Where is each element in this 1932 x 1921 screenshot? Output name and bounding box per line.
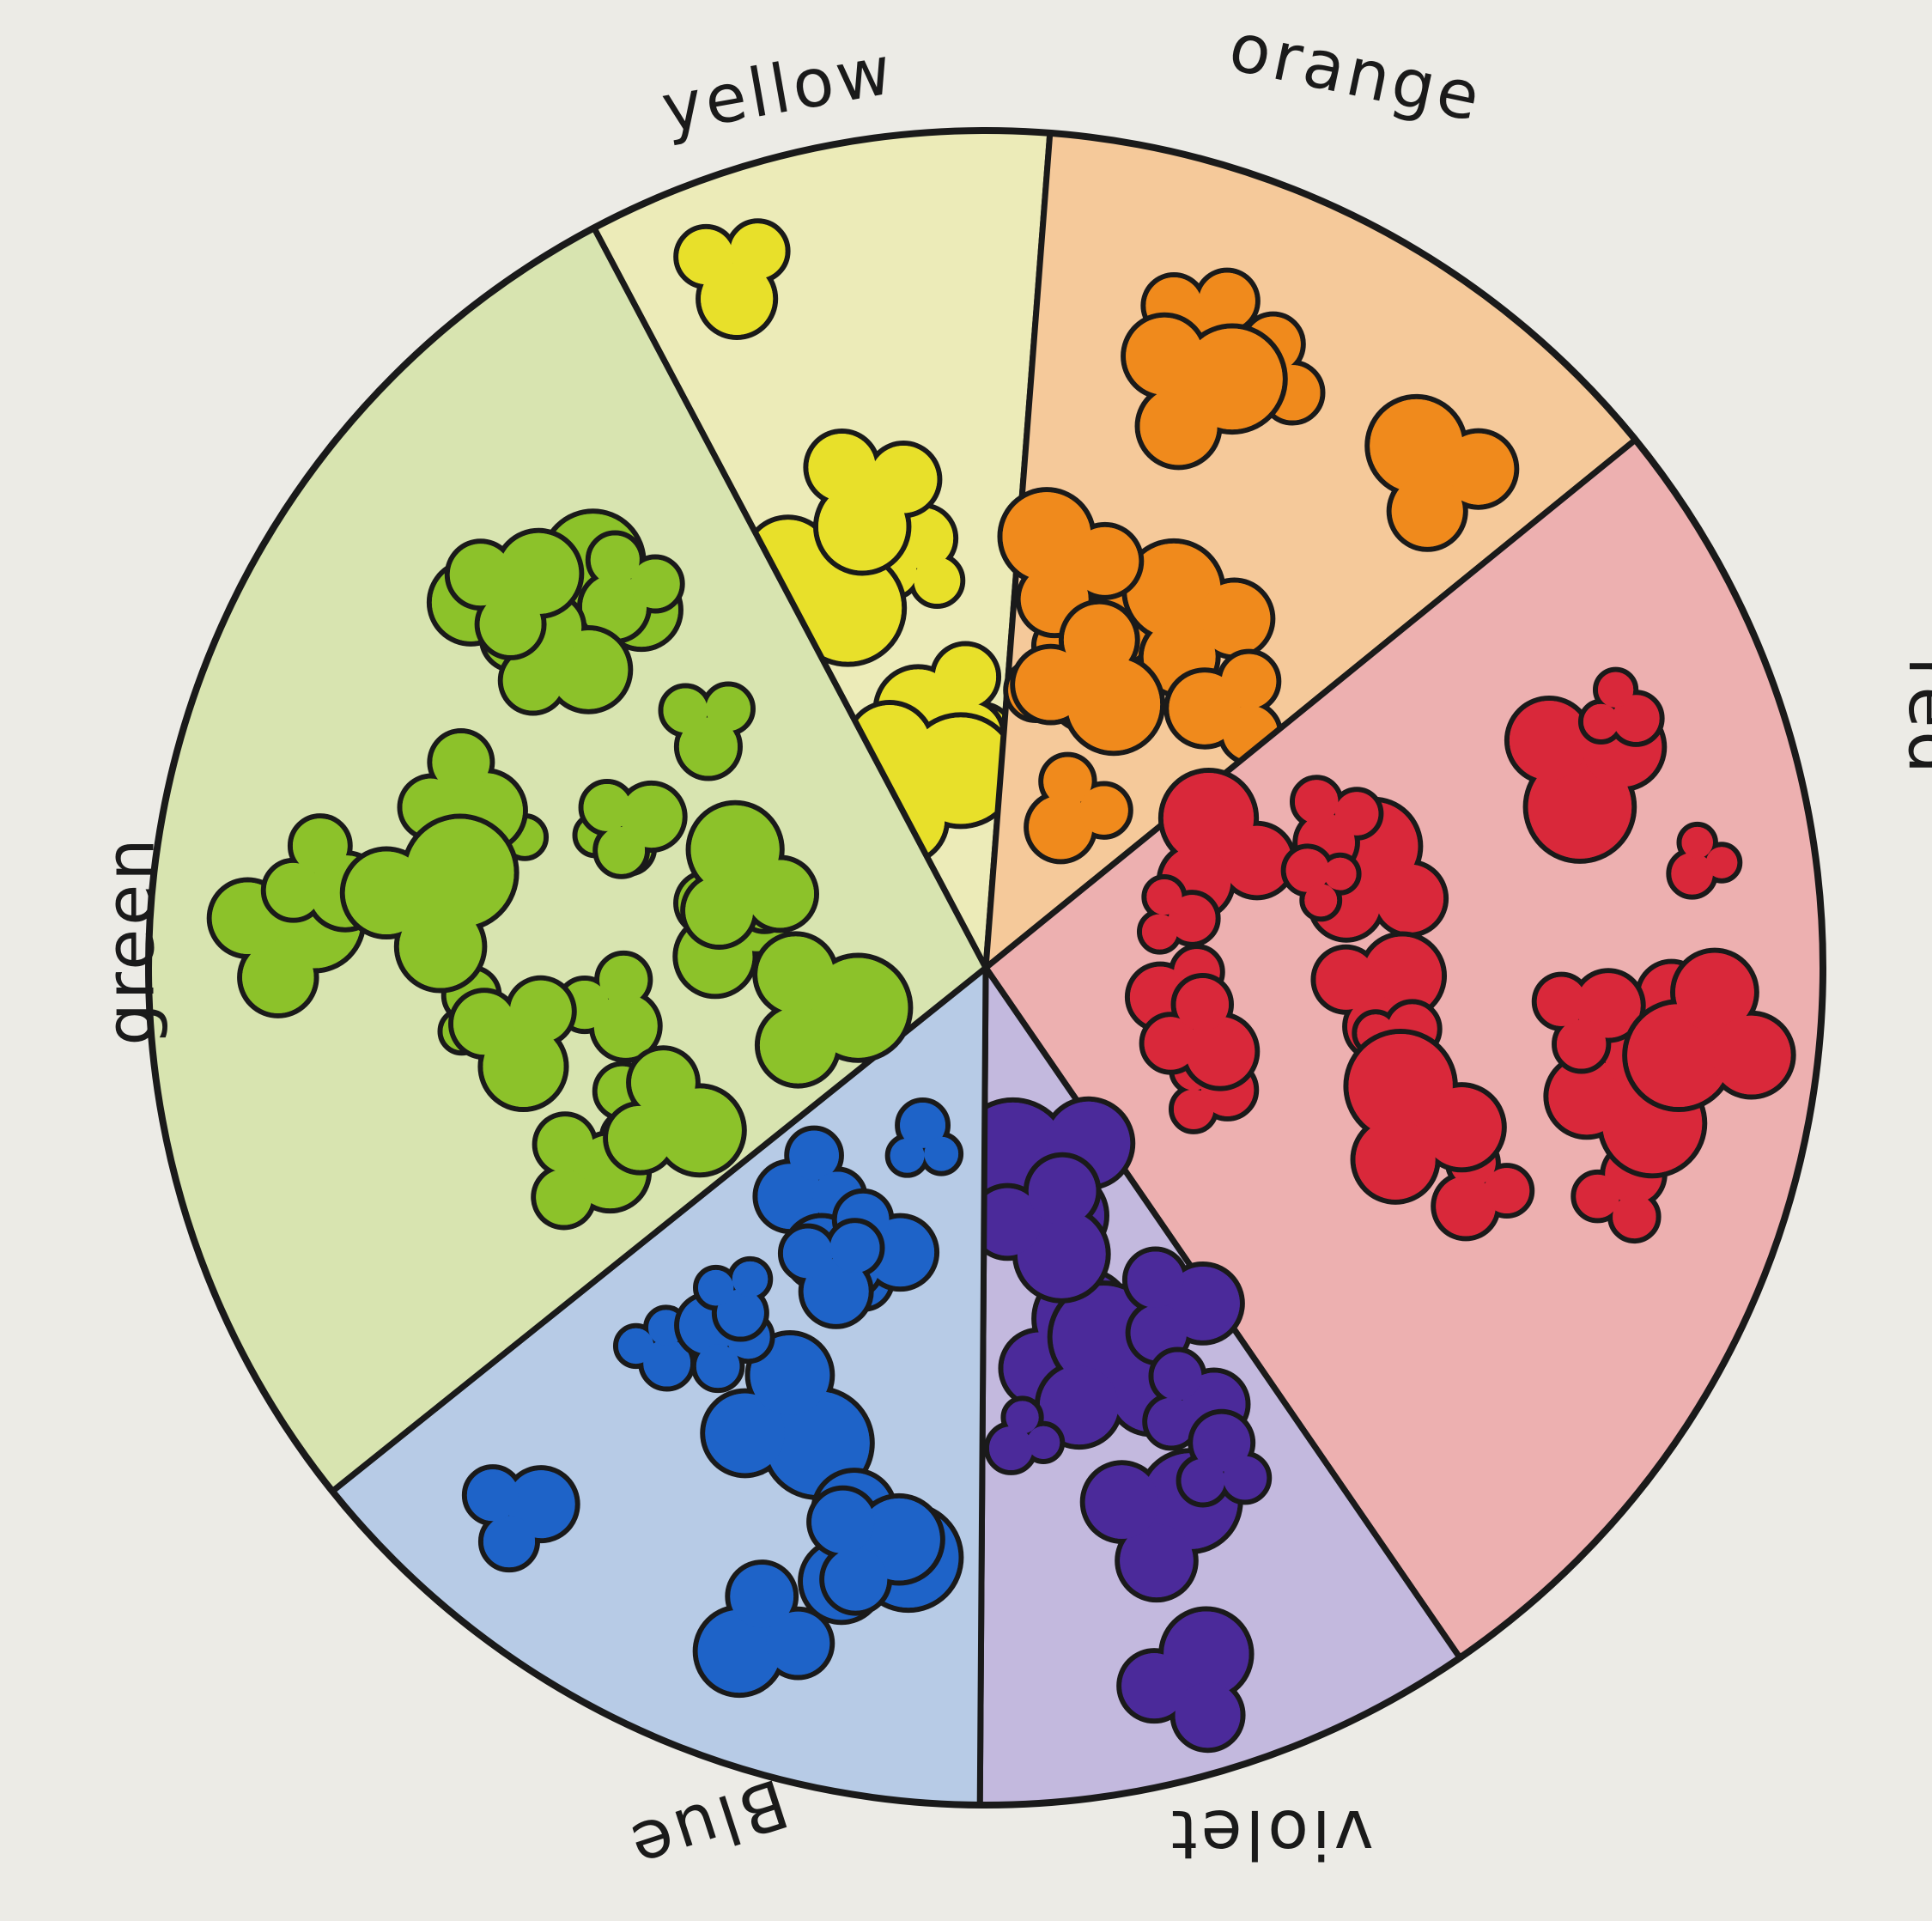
petal-blob [673,218,791,340]
petal-blob [577,530,685,645]
wedge-blue [328,961,989,1809]
petal-blob [603,1045,747,1178]
petal-blob [1163,648,1283,766]
wedge-green [145,223,990,1496]
petal-blob [1024,751,1133,865]
petal-blob [803,428,943,576]
petal-blob [1622,947,1796,1113]
wedge-violet [953,957,1465,1809]
petal-blob [1343,1028,1507,1205]
petal-blob [658,681,756,781]
petal-blob [806,1485,945,1616]
petal-blob [1121,312,1288,471]
petal-blob [1010,599,1166,757]
petal-blob [1280,843,1362,922]
label-green: green [92,835,170,1046]
petal-blob [884,1097,964,1178]
petal-blob [1116,1606,1255,1754]
petal-blob [578,778,688,879]
petal-blob [680,799,820,950]
petal-blob [339,813,519,994]
petal-blob [752,931,914,1089]
petal-blob [693,1255,774,1342]
petal-blob [1666,821,1743,900]
petal-blob [1531,968,1646,1074]
wedge-orange [981,130,1640,975]
petal-blob [1136,873,1221,955]
petal-blob [968,1152,1111,1304]
petal-blob [555,950,663,1063]
petal-blob [448,975,577,1113]
petal-blob [984,1395,1066,1475]
label-violet: violet [1168,1795,1374,1872]
petal-blob [1139,973,1261,1091]
petal-blob [1364,393,1520,552]
petal-blob [1577,666,1665,747]
petal-blob [692,1559,835,1699]
petal-blob [1121,1246,1245,1366]
petal-blob [1176,1408,1273,1508]
wheel-outline [145,127,1826,1809]
label-red: red [1893,657,1932,777]
wedge-red [981,435,1826,1663]
petal-blob [777,1218,885,1329]
petal-blob [444,527,585,660]
petal-blob [461,1464,580,1573]
